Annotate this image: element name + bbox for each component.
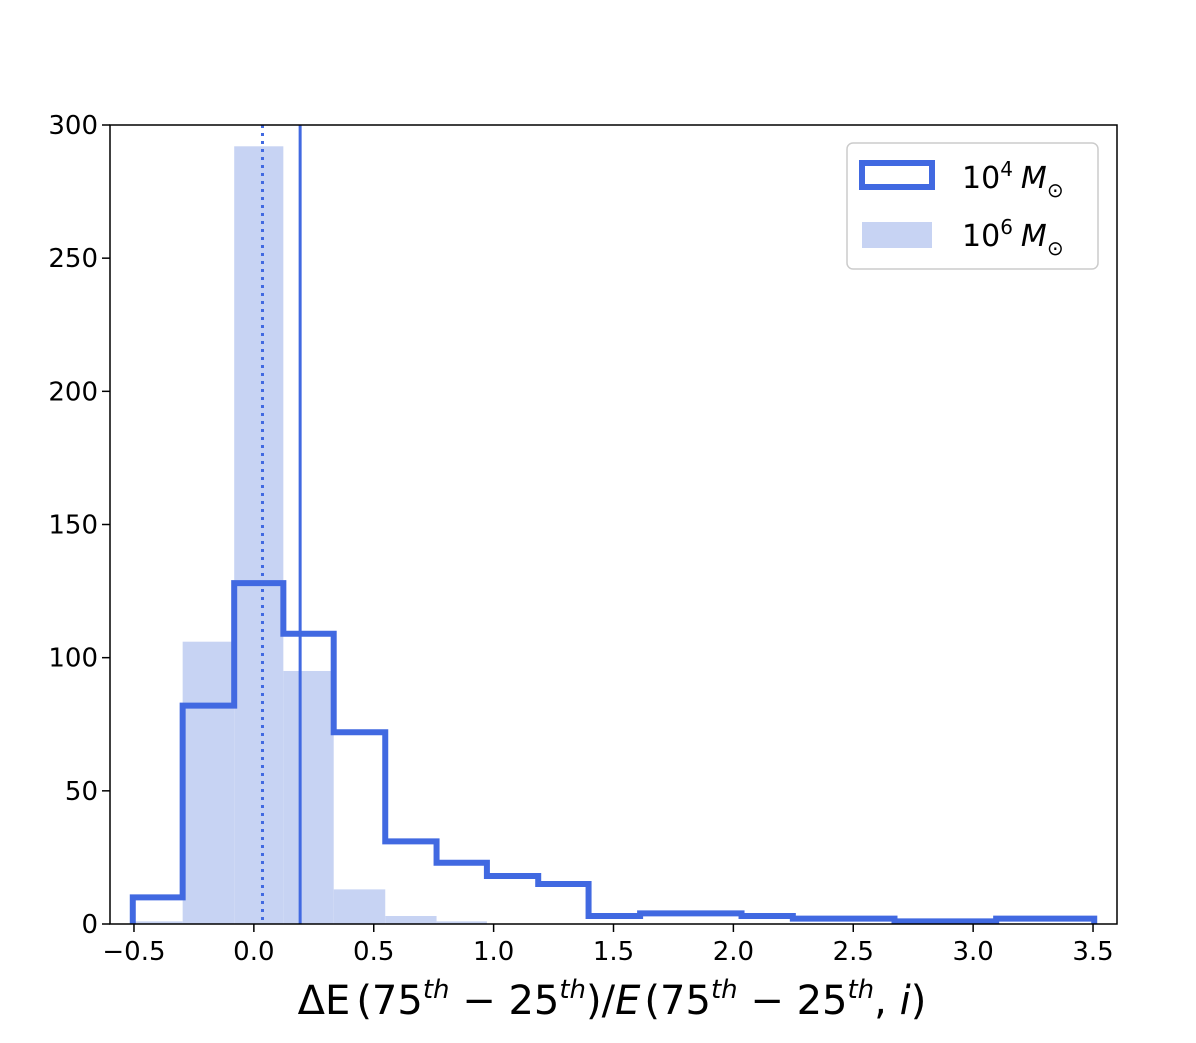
vertical-lines-layer [260,125,302,924]
x-tick-label: 0.5 [353,937,394,967]
filled-bar-3 [283,670,334,924]
y-tick-label: 250 [48,244,98,274]
y-tick-label: 50 [65,777,98,807]
y-tick-label: 200 [48,377,98,407]
y-tick-label: 300 [48,111,98,141]
step-histogram-outline [129,580,1098,925]
x-tick-label: 0.0 [233,937,274,967]
filled-bars-layer [132,146,487,925]
x-axis-ticks: −0.5 0.0 0.5 1.0 1.5 2.0 2.5 3.0 3.5 [102,924,1114,967]
x-tick-label: 3.0 [952,937,993,967]
filled-bar-6 [436,921,487,924]
x-tick-label: 2.0 [713,937,754,967]
filled-bar-4 [333,889,386,924]
y-tick-label: 100 [48,644,98,674]
x-tick-label: 2.5 [833,937,874,967]
step-histogram-layer [129,580,1098,925]
x-tick-label: −0.5 [102,937,165,967]
filled-bar-5 [385,916,437,924]
x-tick-label: 1.0 [473,937,514,967]
legend-swatch-filled [862,222,932,248]
filled-bar-1 [182,641,235,924]
y-axis-ticks: 0 50 100 150 200 250 300 [48,111,110,940]
filled-bar-2 [234,146,284,925]
x-axis-label: ΔE (75th − 25th)/E (75th − 25th, i) [298,975,927,1024]
legend-swatch-step [859,160,935,190]
filled-bar-0 [132,921,183,924]
y-tick-label: 0 [81,910,98,940]
y-tick-label: 150 [48,511,98,541]
legend-label-1e6: 106 M⊙ [962,215,1064,260]
x-tick-label: 3.5 [1072,937,1113,967]
legend: 104 M⊙ 106 M⊙ [846,142,1099,270]
x-tick-label: 1.5 [593,937,634,967]
